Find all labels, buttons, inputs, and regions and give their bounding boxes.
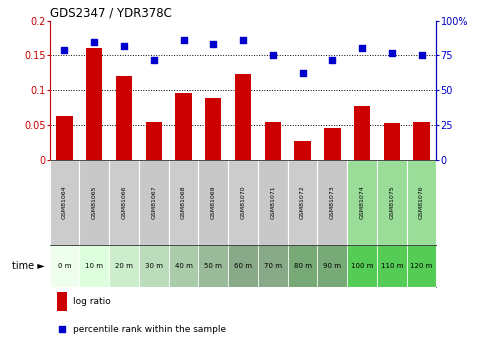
Bar xyxy=(414,122,430,159)
Bar xyxy=(86,48,102,159)
Bar xyxy=(57,116,72,159)
Bar xyxy=(50,245,79,287)
Bar xyxy=(228,245,258,287)
Bar xyxy=(407,159,436,245)
Bar xyxy=(258,159,288,245)
Bar xyxy=(146,122,162,159)
Bar xyxy=(265,122,281,159)
Point xyxy=(90,39,98,44)
Bar xyxy=(258,245,288,287)
Bar xyxy=(377,159,407,245)
Bar xyxy=(377,245,407,287)
Text: GSM81066: GSM81066 xyxy=(122,185,126,219)
Bar xyxy=(384,123,400,159)
Point xyxy=(358,46,366,51)
Bar xyxy=(235,74,251,159)
Text: 0 m: 0 m xyxy=(58,263,71,268)
Text: GSM81065: GSM81065 xyxy=(92,185,97,219)
Text: GSM81072: GSM81072 xyxy=(300,185,305,219)
Point xyxy=(61,47,68,53)
Text: GSM81076: GSM81076 xyxy=(419,185,424,219)
Point xyxy=(418,53,426,58)
Bar xyxy=(347,245,377,287)
Point xyxy=(59,327,66,332)
Text: GSM81073: GSM81073 xyxy=(330,185,335,219)
Bar xyxy=(228,159,258,245)
Text: GSM81074: GSM81074 xyxy=(360,185,365,219)
Bar xyxy=(79,159,109,245)
Text: GSM81071: GSM81071 xyxy=(270,185,275,219)
Bar xyxy=(169,159,198,245)
Text: 20 m: 20 m xyxy=(115,263,133,268)
Bar xyxy=(50,159,79,245)
Point xyxy=(239,37,247,43)
Point xyxy=(388,50,396,56)
Text: log ratio: log ratio xyxy=(73,297,111,306)
Bar xyxy=(109,245,139,287)
Point xyxy=(299,71,307,76)
Bar xyxy=(288,245,317,287)
Bar xyxy=(354,106,370,159)
Bar xyxy=(139,159,169,245)
Text: 40 m: 40 m xyxy=(175,263,192,268)
Bar xyxy=(79,245,109,287)
Text: GSM81068: GSM81068 xyxy=(181,185,186,219)
Bar xyxy=(294,141,310,159)
Bar xyxy=(58,292,67,311)
Text: 30 m: 30 m xyxy=(145,263,163,268)
Bar xyxy=(205,98,221,159)
Text: 60 m: 60 m xyxy=(234,263,252,268)
Text: 110 m: 110 m xyxy=(380,263,403,268)
Bar xyxy=(317,245,347,287)
Point xyxy=(180,37,187,43)
Point xyxy=(269,53,277,58)
Bar xyxy=(198,245,228,287)
Point xyxy=(120,43,128,48)
Text: 50 m: 50 m xyxy=(204,263,222,268)
Bar xyxy=(288,159,317,245)
Text: GSM81070: GSM81070 xyxy=(241,185,246,219)
Bar xyxy=(198,159,228,245)
Bar xyxy=(324,128,340,159)
Bar xyxy=(407,245,436,287)
Bar xyxy=(139,245,169,287)
Text: GSM81064: GSM81064 xyxy=(62,185,67,219)
Text: 120 m: 120 m xyxy=(410,263,433,268)
Point xyxy=(209,41,217,47)
Bar xyxy=(317,159,347,245)
Text: GSM81069: GSM81069 xyxy=(211,185,216,219)
Text: GDS2347 / YDR378C: GDS2347 / YDR378C xyxy=(50,7,172,20)
Text: GSM81075: GSM81075 xyxy=(389,185,394,219)
Bar xyxy=(347,159,377,245)
Text: time ►: time ► xyxy=(12,260,45,270)
Bar xyxy=(176,93,191,159)
Bar xyxy=(116,76,132,159)
Text: 90 m: 90 m xyxy=(323,263,341,268)
Text: GSM81067: GSM81067 xyxy=(151,185,156,219)
Text: 80 m: 80 m xyxy=(294,263,311,268)
Bar xyxy=(169,245,198,287)
Text: percentile rank within the sample: percentile rank within the sample xyxy=(73,325,226,334)
Text: 100 m: 100 m xyxy=(351,263,373,268)
Bar xyxy=(109,159,139,245)
Point xyxy=(328,57,336,62)
Text: 70 m: 70 m xyxy=(264,263,282,268)
Text: 10 m: 10 m xyxy=(85,263,103,268)
Point xyxy=(150,57,158,62)
